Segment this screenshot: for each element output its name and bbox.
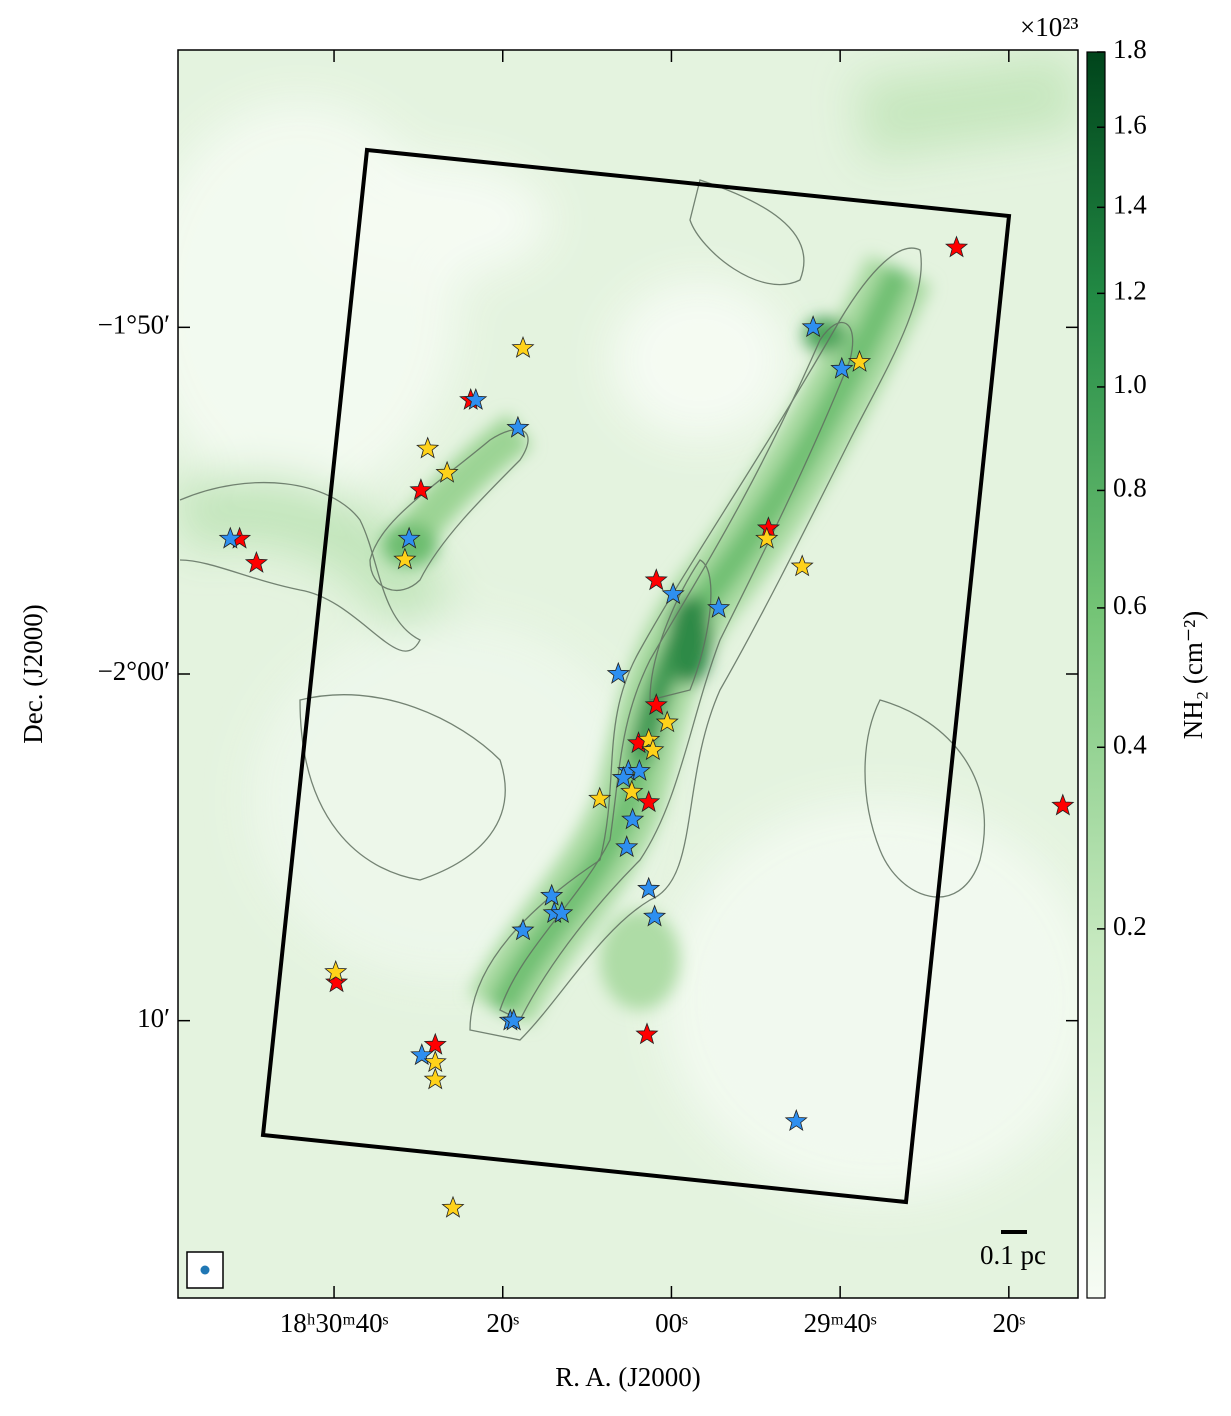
- source-star: [637, 876, 661, 899]
- source-star: [1051, 793, 1075, 816]
- beam: [200, 1265, 210, 1275]
- colorbar-tick-label: 0.2: [1113, 911, 1147, 941]
- colorbar-tick-label: 0.6: [1113, 590, 1147, 620]
- source-star: [655, 710, 679, 733]
- source-star: [540, 883, 564, 906]
- source-star: [464, 387, 488, 410]
- colorbar-tick-label: 0.4: [1113, 729, 1147, 759]
- source-star: [506, 415, 530, 438]
- source-star: [707, 595, 731, 618]
- source-star: [435, 460, 459, 483]
- y-tick-label: 10′: [137, 1003, 170, 1033]
- source-star: [416, 436, 440, 459]
- source-star: [635, 1022, 659, 1045]
- y-tick-label: −1°50′: [98, 310, 170, 340]
- x-tick-label: 00ˢ: [655, 1308, 688, 1338]
- source-star: [511, 335, 535, 358]
- source-star: [848, 349, 872, 372]
- source-star: [397, 526, 421, 549]
- source-star: [606, 661, 630, 684]
- source-star: [393, 547, 417, 570]
- x-tick-label: 29ᵐ40ˢ: [804, 1308, 877, 1338]
- x-tick-label: 20ˢ: [486, 1308, 519, 1338]
- source-star: [611, 765, 635, 788]
- source-star: [244, 550, 268, 573]
- source-star: [620, 779, 644, 802]
- source-star: [441, 1195, 465, 1218]
- colorbar-multiplier: ×10²³: [1020, 12, 1078, 42]
- colorbar-tick-label: 0.8: [1113, 473, 1147, 503]
- scale-bar-label: 0.1 pc: [980, 1240, 1046, 1270]
- source-star: [784, 1109, 808, 1132]
- source-star: [945, 235, 969, 258]
- y-axis-label: Dec. (J2000): [18, 604, 48, 743]
- source-star: [511, 918, 535, 941]
- source-star: [641, 738, 665, 761]
- x-tick-label: 18ʰ30ᵐ40ˢ: [280, 1308, 389, 1338]
- source-star: [423, 1032, 447, 1055]
- source-star: [830, 356, 854, 379]
- source-star: [627, 758, 651, 781]
- y-tick-label: −2°00′: [98, 656, 170, 686]
- colorbar-tick-label: 1.2: [1113, 276, 1147, 306]
- source-star: [588, 786, 612, 809]
- source-star: [502, 1008, 526, 1031]
- source-star: [410, 1043, 434, 1066]
- source-star: [423, 1050, 447, 1073]
- colorbar-label: NH₂ (cm⁻²): [1178, 611, 1208, 739]
- source-star: [621, 807, 645, 830]
- source-star: [644, 568, 668, 591]
- source-star: [637, 727, 661, 750]
- source-star: [325, 970, 349, 993]
- colorbar-tick-label: 1.6: [1113, 109, 1147, 139]
- x-axis-label: R. A. (J2000): [555, 1362, 701, 1392]
- source-star: [790, 554, 814, 577]
- colorbar-tick-label: 1.4: [1113, 190, 1147, 220]
- source-star: [615, 835, 639, 858]
- colorbar-tick-label: 1.0: [1113, 369, 1147, 399]
- source-star: [643, 904, 667, 927]
- survey-footprint: [260, 147, 1012, 1205]
- source-star: [324, 959, 348, 982]
- x-tick-label: 20ˢ: [992, 1308, 1025, 1338]
- source-star: [423, 1067, 447, 1090]
- source-star: [661, 582, 685, 605]
- source-star: [755, 526, 779, 549]
- source-star: [644, 693, 668, 716]
- colorbar-tick-label: 1.8: [1113, 34, 1147, 64]
- colorbar: [1086, 51, 1106, 1299]
- density-map: [178, 50, 1078, 1298]
- source-star: [637, 790, 661, 813]
- source-star: [801, 315, 825, 338]
- source-star: [218, 526, 242, 549]
- source-star: [550, 901, 574, 924]
- source-star: [409, 478, 433, 501]
